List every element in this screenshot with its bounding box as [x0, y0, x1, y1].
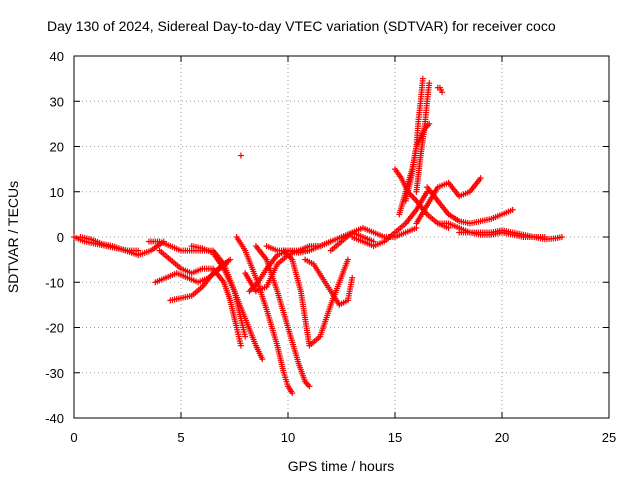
data-point	[541, 234, 548, 240]
x-tick-label: 25	[602, 430, 616, 445]
data-point	[477, 175, 484, 182]
y-tick-label: 20	[50, 140, 64, 155]
series-track-23	[424, 184, 516, 227]
series-track-26	[237, 152, 244, 159]
series-track-19	[413, 80, 433, 195]
x-tick-label: 20	[495, 430, 509, 445]
series-track-7	[188, 243, 266, 363]
ticks-layer: 0 5 10 15 20 25 -40 -30 -20 -10 0 10 20 30 40	[45, 49, 616, 445]
series-track-2	[77, 234, 167, 259]
series-track-25	[456, 229, 548, 240]
x-axis-label: GPS time / hours	[288, 458, 395, 474]
x-tick-label: 10	[281, 430, 295, 445]
series-track-6	[156, 247, 244, 349]
y-tick-label: -10	[45, 275, 64, 290]
series-track-18	[402, 75, 426, 204]
y-tick-label: -30	[45, 366, 64, 381]
y-tick-label: -40	[45, 411, 64, 426]
data-point	[349, 274, 356, 281]
data-point	[237, 152, 244, 159]
chart-title: Day 130 of 2024, Sidereal Day-to-day VTE…	[47, 18, 556, 34]
data-point	[419, 75, 426, 82]
y-tick-label: 0	[57, 230, 64, 245]
data-point	[237, 342, 244, 349]
data-point	[439, 89, 446, 96]
data-point	[558, 234, 565, 240]
y-tick-label: 40	[50, 49, 64, 64]
series-track-16	[349, 188, 431, 250]
data-point	[509, 206, 516, 213]
data-point	[259, 356, 266, 363]
series-track-20	[434, 84, 446, 96]
data-point	[306, 383, 313, 390]
y-axis-label: SDTVAR / TECUs	[5, 181, 21, 293]
x-tick-label: 5	[177, 430, 184, 445]
data-point	[344, 256, 351, 263]
x-tick-label: 15	[388, 430, 402, 445]
series-track-13	[302, 256, 356, 308]
series-track-11	[280, 247, 351, 349]
y-tick-label: 10	[50, 185, 64, 200]
data-point	[242, 333, 249, 340]
data-point	[426, 80, 433, 87]
data-point	[227, 256, 234, 263]
data-marks	[71, 75, 565, 397]
data-point	[289, 390, 296, 397]
y-tick-label: 30	[50, 94, 64, 109]
series-track-14	[263, 229, 377, 256]
y-tick-label: -20	[45, 321, 64, 336]
x-tick-label: 0	[70, 430, 77, 445]
series-track-9	[252, 243, 313, 390]
